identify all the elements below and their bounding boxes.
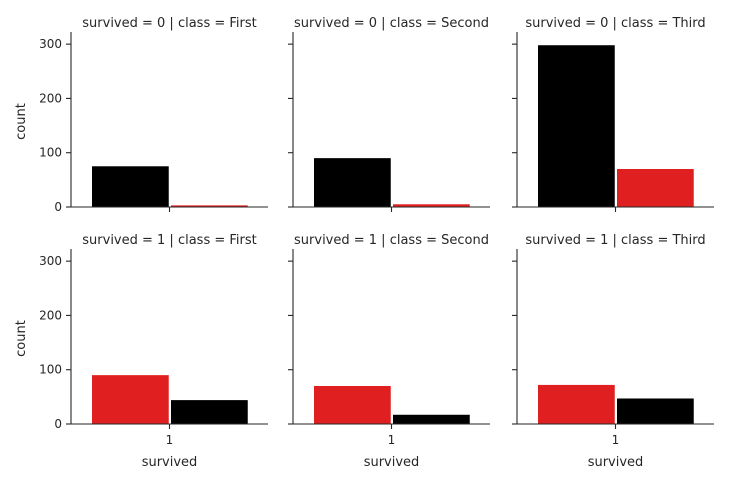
y-tick-label: 200 <box>39 308 62 322</box>
y-tick-label: 100 <box>39 146 62 160</box>
panel-title: survived = 0 | class = Second <box>294 16 489 31</box>
y-tick-label: 100 <box>39 363 62 377</box>
x-tick-label: 1 <box>612 433 620 447</box>
bar <box>92 375 169 424</box>
panel-title: survived = 1 | class = Third <box>525 233 705 248</box>
panel-title: survived = 0 | class = Third <box>525 16 705 31</box>
y-axis-label: count <box>14 103 29 140</box>
y-tick-label: 300 <box>39 37 62 51</box>
bar <box>393 414 470 424</box>
x-axis-label: survived <box>364 455 420 470</box>
y-tick-label: 0 <box>54 417 62 431</box>
x-tick-label: 1 <box>166 433 174 447</box>
y-axis-label: count <box>14 320 29 357</box>
y-tick-label: 300 <box>39 254 62 268</box>
bar <box>538 45 615 207</box>
panel-title: survived = 1 | class = First <box>82 233 256 248</box>
x-axis-label: survived <box>142 455 198 470</box>
bar <box>92 166 169 207</box>
bar <box>314 386 391 424</box>
bar <box>617 169 694 207</box>
y-tick-label: 0 <box>54 200 62 214</box>
x-axis-label: survived <box>588 455 644 470</box>
panel-title: survived = 0 | class = First <box>82 16 256 31</box>
bar <box>314 158 391 207</box>
x-tick-label: 1 <box>388 433 396 447</box>
panel-title: survived = 1 | class = Second <box>294 233 489 248</box>
bar <box>171 400 248 424</box>
bar <box>171 205 248 207</box>
y-tick-label: 200 <box>39 91 62 105</box>
bar <box>617 398 694 424</box>
bar <box>393 204 470 207</box>
bar <box>538 384 615 424</box>
